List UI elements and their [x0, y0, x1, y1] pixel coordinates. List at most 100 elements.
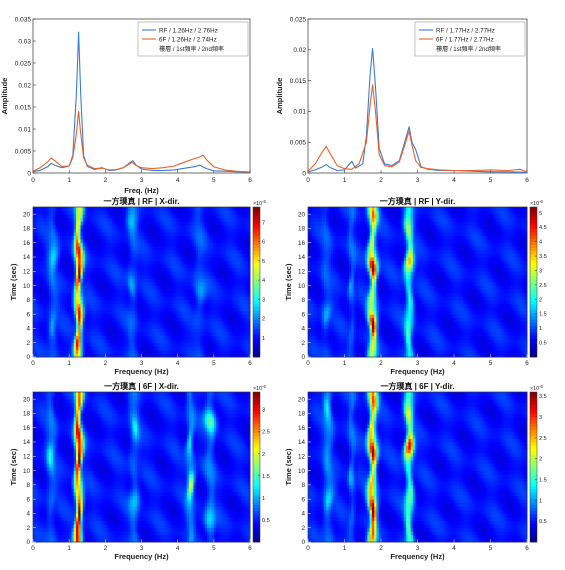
heatmap-cell: [360, 332, 363, 336]
heatmap-cell: [518, 328, 521, 332]
heatmap-cell: [365, 336, 368, 340]
heatmap-cell: [166, 318, 169, 322]
heatmap-cell: [112, 296, 115, 300]
heatmap-cell: [399, 328, 402, 332]
heatmap-cell: [310, 328, 313, 332]
heatmap-cell: [221, 239, 224, 243]
heatmap-cell: [402, 346, 405, 350]
heatmap-cell: [488, 343, 491, 347]
heatmap-cell: [360, 350, 363, 354]
heatmap-cell: [358, 343, 361, 347]
heatmap-cell: [511, 332, 514, 336]
y-tick-label: 0.02: [18, 82, 31, 89]
heatmap-cell: [58, 243, 61, 247]
heatmap-cell: [397, 328, 400, 332]
y-tick-label: 20: [23, 211, 31, 218]
y-tick-label: 6: [26, 311, 30, 318]
heatmap-cell: [440, 332, 443, 336]
heatmap-cell: [481, 339, 484, 343]
heatmap-cell: [342, 336, 345, 340]
heatmap-cell: [488, 336, 491, 340]
heatmap-cell: [477, 346, 480, 350]
heatmap-cell: [319, 343, 322, 347]
colorbar-step: [253, 263, 260, 267]
heatmap-cell: [509, 346, 512, 350]
heatmap-cell: [166, 275, 169, 279]
heatmap-cell: [429, 350, 432, 354]
heatmap-cell: [112, 321, 115, 325]
heatmap-cell: [329, 332, 332, 336]
heatmap-cell: [406, 339, 409, 343]
heatmap-cell: [221, 311, 224, 315]
heatmap-cell: [481, 350, 484, 354]
heatmap-cell: [388, 328, 391, 332]
heatmap-cell: [367, 328, 370, 332]
heatmap-cell: [449, 346, 452, 350]
heatmap-cell: [504, 328, 507, 332]
heatmap-cell: [347, 339, 350, 343]
heatmap-cell: [500, 339, 503, 343]
heatmap-cell: [408, 343, 411, 347]
heatmap-cell: [479, 328, 482, 332]
heatmap-cell: [500, 343, 503, 347]
heatmap-cell: [112, 257, 115, 261]
heatmap-cell: [463, 336, 466, 340]
heatmap-cell: [516, 343, 519, 347]
heatmap-cell: [513, 350, 516, 354]
heatmap-cell: [166, 207, 169, 211]
heatmap-cell: [354, 343, 357, 347]
heatmap-cell: [166, 218, 169, 222]
heatmap-cell: [449, 332, 452, 336]
heatmap-cell: [326, 346, 329, 350]
heatmap-cell: [58, 282, 61, 286]
heatmap-cell: [315, 332, 318, 336]
heatmap-cell: [381, 346, 384, 350]
heatmap-cell: [431, 343, 434, 347]
x-tick-label: 4: [452, 177, 456, 184]
x-tick-label: 2: [379, 177, 383, 184]
heatmap-cell: [221, 275, 224, 279]
heatmap-cell: [58, 296, 61, 300]
heatmap-cell: [390, 346, 393, 350]
heatmap-cell: [433, 336, 436, 340]
heatmap-cell: [495, 336, 498, 340]
heatmap-cell: [370, 332, 373, 336]
heatmap-cell: [221, 318, 224, 322]
heatmap-cell: [383, 346, 386, 350]
heatmap-cell: [356, 336, 359, 340]
heatmap-cell: [221, 221, 224, 225]
heatmap-cell: [465, 328, 468, 332]
heatmap-cell: [166, 243, 169, 247]
heatmap-cell: [484, 346, 487, 350]
heatmap-cell: [470, 343, 473, 347]
heatmap-cell: [456, 336, 459, 340]
heatmap-cell: [221, 243, 224, 247]
heatmap-cell: [465, 339, 468, 343]
heatmap-cell: [376, 339, 379, 343]
heatmap-cell: [358, 328, 361, 332]
heatmap-cell: [372, 339, 375, 343]
heatmap-cell: [358, 350, 361, 354]
heatmap-cell: [112, 250, 115, 254]
heatmap-cell: [112, 261, 115, 265]
heatmap-cell: [465, 343, 468, 347]
heatmap-cell: [427, 346, 430, 350]
heatmap-cell: [390, 332, 393, 336]
heatmap-cell: [347, 346, 350, 350]
heatmap-cell: [322, 325, 325, 329]
heatmap-cell: [443, 332, 446, 336]
heatmap-cell: [397, 346, 400, 350]
heatmap-cell: [408, 346, 411, 350]
heatmap-cell: [112, 318, 115, 322]
heatmap-cell: [356, 328, 359, 332]
heatmap-cell: [516, 336, 519, 340]
heatmap-cell: [166, 271, 169, 275]
heatmap-cell: [522, 346, 525, 350]
heatmap-cell: [454, 336, 457, 340]
heatmap-cell: [406, 350, 409, 354]
heatmap-cell: [481, 332, 484, 336]
heatmap-cell: [166, 328, 169, 332]
heatmap-cell: [319, 350, 322, 354]
heatmap-cell: [504, 343, 507, 347]
heatmap-cell: [338, 350, 341, 354]
